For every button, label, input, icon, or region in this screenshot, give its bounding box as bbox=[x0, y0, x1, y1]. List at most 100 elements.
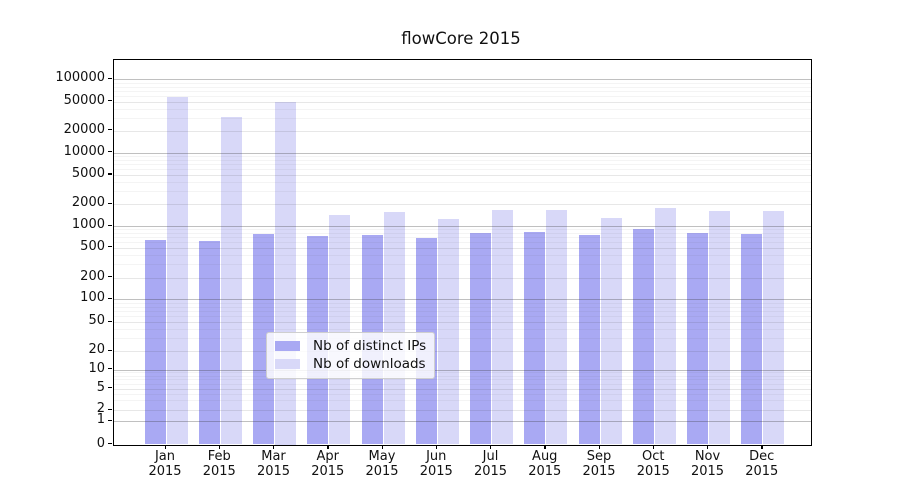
y-tick-mark bbox=[108, 320, 112, 322]
gridline-2 bbox=[113, 410, 811, 411]
gridline-5000 bbox=[113, 174, 811, 176]
x-tick-mark bbox=[707, 444, 709, 449]
gridline-300 bbox=[113, 264, 811, 266]
y-tick-mark bbox=[108, 151, 112, 153]
gridline-600 bbox=[113, 241, 811, 243]
gridline-10000 bbox=[113, 152, 811, 154]
y-tick-label-1: 1 bbox=[96, 412, 105, 427]
gridline-60000 bbox=[113, 95, 811, 97]
legend-swatch-downloads bbox=[275, 359, 300, 369]
x-tick-label-dec: Dec 2015 bbox=[745, 449, 779, 479]
y-tick-label-100: 100 bbox=[80, 290, 105, 306]
y-tick-label-2000: 2000 bbox=[71, 195, 105, 210]
bar-distinct-ips-jul bbox=[470, 232, 491, 445]
y-tick-label-1000: 1000 bbox=[71, 217, 105, 232]
y-tick-label-5: 5 bbox=[96, 379, 105, 395]
y-tick-label-500: 500 bbox=[80, 238, 105, 254]
x-tick-label-apr: Apr 2015 bbox=[311, 449, 345, 479]
gridline-8 bbox=[113, 375, 811, 377]
y-tick-mark bbox=[108, 419, 112, 421]
y-tick-label-5000: 5000 bbox=[71, 165, 105, 181]
gridline-800 bbox=[113, 232, 811, 234]
gridline-10 bbox=[113, 369, 811, 371]
y-tick-mark bbox=[108, 129, 112, 131]
y-tick-label-100000: 100000 bbox=[55, 70, 105, 86]
gridline-7000 bbox=[113, 164, 811, 166]
gridline-5 bbox=[113, 388, 811, 390]
y-tick-mark bbox=[108, 443, 112, 445]
bar-distinct-ips-feb bbox=[198, 240, 220, 445]
bar-downloads-may bbox=[383, 211, 405, 445]
gridline-40000 bbox=[113, 108, 811, 110]
gridline-6000 bbox=[113, 168, 811, 170]
gridline-100 bbox=[113, 299, 811, 301]
y-tick-label-10: 10 bbox=[88, 360, 105, 376]
bar-distinct-ips-oct bbox=[632, 229, 654, 445]
y-tick-mark bbox=[108, 246, 112, 248]
x-tick-label-jun: Jun 2015 bbox=[419, 449, 453, 479]
bar-downloads-sep bbox=[600, 217, 622, 445]
chart-title: flowCore 2015 bbox=[401, 29, 521, 48]
y-tick-label-200: 200 bbox=[80, 268, 105, 284]
gridline-30000 bbox=[113, 117, 811, 119]
gridline-90000 bbox=[113, 82, 811, 84]
y-tick-mark bbox=[108, 349, 112, 351]
bar-downloads-aug bbox=[546, 210, 568, 445]
gridline-200 bbox=[113, 277, 811, 279]
x-tick-mark bbox=[381, 444, 383, 449]
gridline-4 bbox=[113, 393, 811, 395]
gridline-400 bbox=[113, 255, 811, 256]
x-tick-mark bbox=[164, 444, 166, 449]
bar-downloads-jun bbox=[437, 219, 459, 445]
gridline-70 bbox=[113, 310, 811, 312]
x-tick-mark bbox=[490, 444, 492, 449]
gridline-1000 bbox=[113, 226, 811, 227]
gridline-20 bbox=[113, 351, 811, 352]
y-tick-label-20: 20 bbox=[88, 342, 105, 357]
gridline-50000 bbox=[113, 101, 811, 103]
bar-distinct-ips-jan bbox=[144, 239, 166, 445]
x-tick-mark bbox=[544, 444, 546, 449]
gridline-8000 bbox=[113, 159, 811, 161]
bar-distinct-ips-sep bbox=[578, 235, 600, 445]
gridline-900 bbox=[113, 229, 811, 231]
bar-distinct-ips-mar bbox=[253, 233, 274, 445]
legend-item-distinct-ips: Nb of distinct IPs bbox=[267, 338, 434, 354]
x-tick-mark bbox=[218, 444, 221, 449]
y-tick-label-50: 50 bbox=[88, 313, 105, 328]
gridline-30 bbox=[113, 338, 811, 340]
gridline-700 bbox=[113, 237, 811, 239]
gridline-20000 bbox=[113, 130, 811, 132]
bar-distinct-ips-nov bbox=[687, 232, 708, 445]
y-tick-label-0: 0 bbox=[96, 435, 105, 451]
y-tick-mark bbox=[108, 100, 112, 102]
gridline-80 bbox=[113, 306, 811, 308]
x-tick-mark bbox=[273, 444, 275, 449]
bar-distinct-ips-aug bbox=[524, 232, 546, 445]
x-tick-label-mar: Mar 2015 bbox=[256, 449, 291, 479]
gridline-9000 bbox=[113, 156, 811, 158]
y-tick-mark bbox=[108, 276, 112, 278]
gridline-40 bbox=[113, 329, 811, 331]
bar-downloads-feb bbox=[220, 117, 242, 445]
gridline-3 bbox=[113, 400, 811, 402]
x-tick-label-sep: Sep 2015 bbox=[582, 449, 616, 479]
y-tick-mark bbox=[108, 408, 112, 410]
gridline-500 bbox=[113, 247, 811, 249]
bar-distinct-ips-dec bbox=[741, 233, 763, 445]
bar-downloads-jan bbox=[166, 96, 188, 445]
x-tick-label-jul: Jul 2015 bbox=[473, 449, 508, 479]
legend-swatch-distinct-ips bbox=[275, 341, 300, 351]
gridline-2000 bbox=[113, 204, 811, 205]
y-tick-mark bbox=[108, 297, 112, 300]
y-tick-mark bbox=[108, 368, 112, 370]
x-tick-label-aug: Aug 2015 bbox=[528, 449, 562, 479]
y-tick-mark bbox=[108, 77, 112, 80]
legend: Nb of distinct IPs Nb of downloads bbox=[266, 331, 435, 379]
gridline-50 bbox=[113, 322, 811, 323]
x-tick-mark bbox=[327, 444, 329, 449]
y-tick-label-50000: 50000 bbox=[63, 92, 105, 108]
x-tick-mark bbox=[435, 444, 438, 449]
gridline-90 bbox=[113, 302, 811, 304]
bar-downloads-apr bbox=[329, 215, 351, 445]
